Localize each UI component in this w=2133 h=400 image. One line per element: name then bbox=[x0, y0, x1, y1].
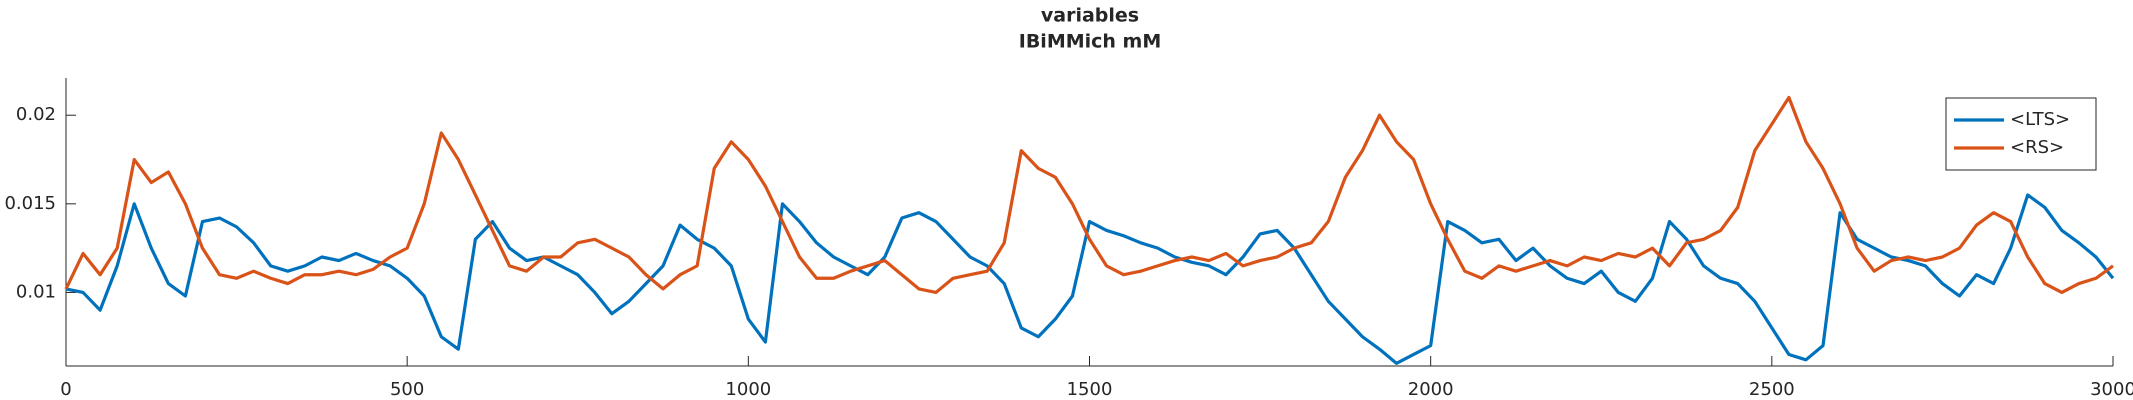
x-tick-label: 1500 bbox=[1067, 379, 1113, 400]
x-tick-label: 2500 bbox=[1749, 379, 1795, 400]
legend-box bbox=[1945, 97, 2097, 171]
legend-label: <RS> bbox=[2010, 137, 2064, 158]
y-tick-label: 0.01 bbox=[16, 281, 56, 302]
chart-title: variables bbox=[1041, 5, 1139, 27]
y-tick-label: 0.02 bbox=[16, 104, 56, 125]
x-tick-label: 2000 bbox=[1408, 379, 1454, 400]
y-tick-label: 0.015 bbox=[4, 193, 56, 214]
line-series bbox=[65, 193, 2115, 365]
x-tick-label: 0 bbox=[60, 379, 71, 400]
chart-subtitle: IBiMMich mM bbox=[1019, 31, 1162, 53]
x-tick-label: 1000 bbox=[725, 379, 771, 400]
x-tick-label: 3000 bbox=[2090, 379, 2133, 400]
legend-label: <LTS> bbox=[2010, 109, 2070, 130]
line-series bbox=[64, 95, 2114, 295]
x-tick-label: 500 bbox=[390, 379, 424, 400]
